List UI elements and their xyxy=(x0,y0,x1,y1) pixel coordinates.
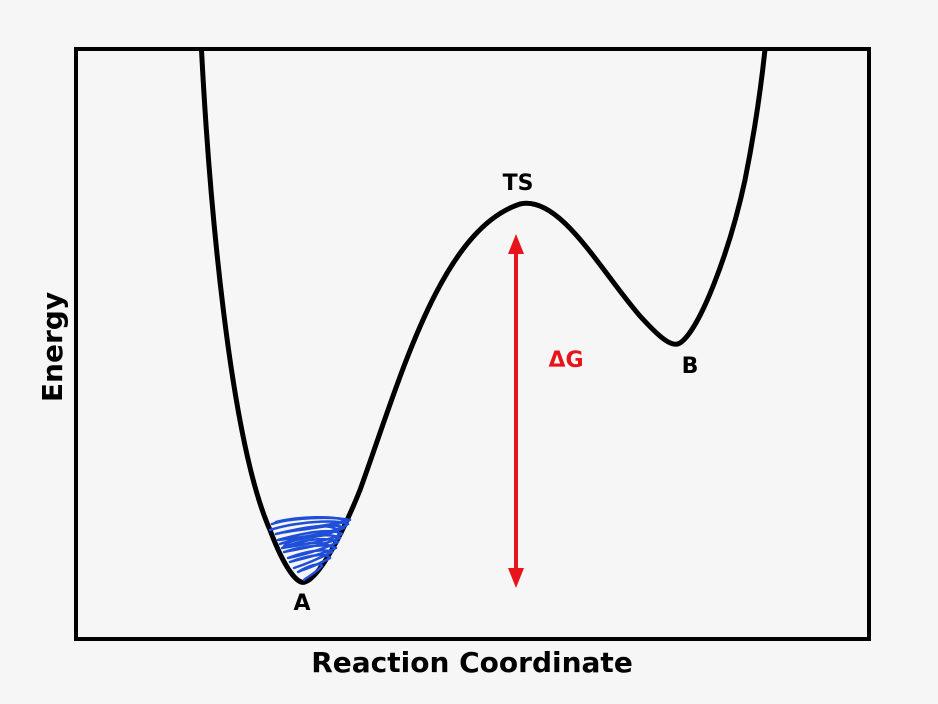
particle-trace xyxy=(268,515,352,582)
plot-frame xyxy=(74,47,871,641)
product-label: B xyxy=(682,354,699,379)
barrier-label: ΔG xyxy=(548,348,583,373)
transition-state-label: TS xyxy=(503,171,534,196)
x-axis-label: Reaction Coordinate xyxy=(311,646,633,679)
energy-curve xyxy=(198,49,768,585)
y-axis-label: Energy xyxy=(36,292,69,402)
reactant-label: A xyxy=(293,591,310,616)
